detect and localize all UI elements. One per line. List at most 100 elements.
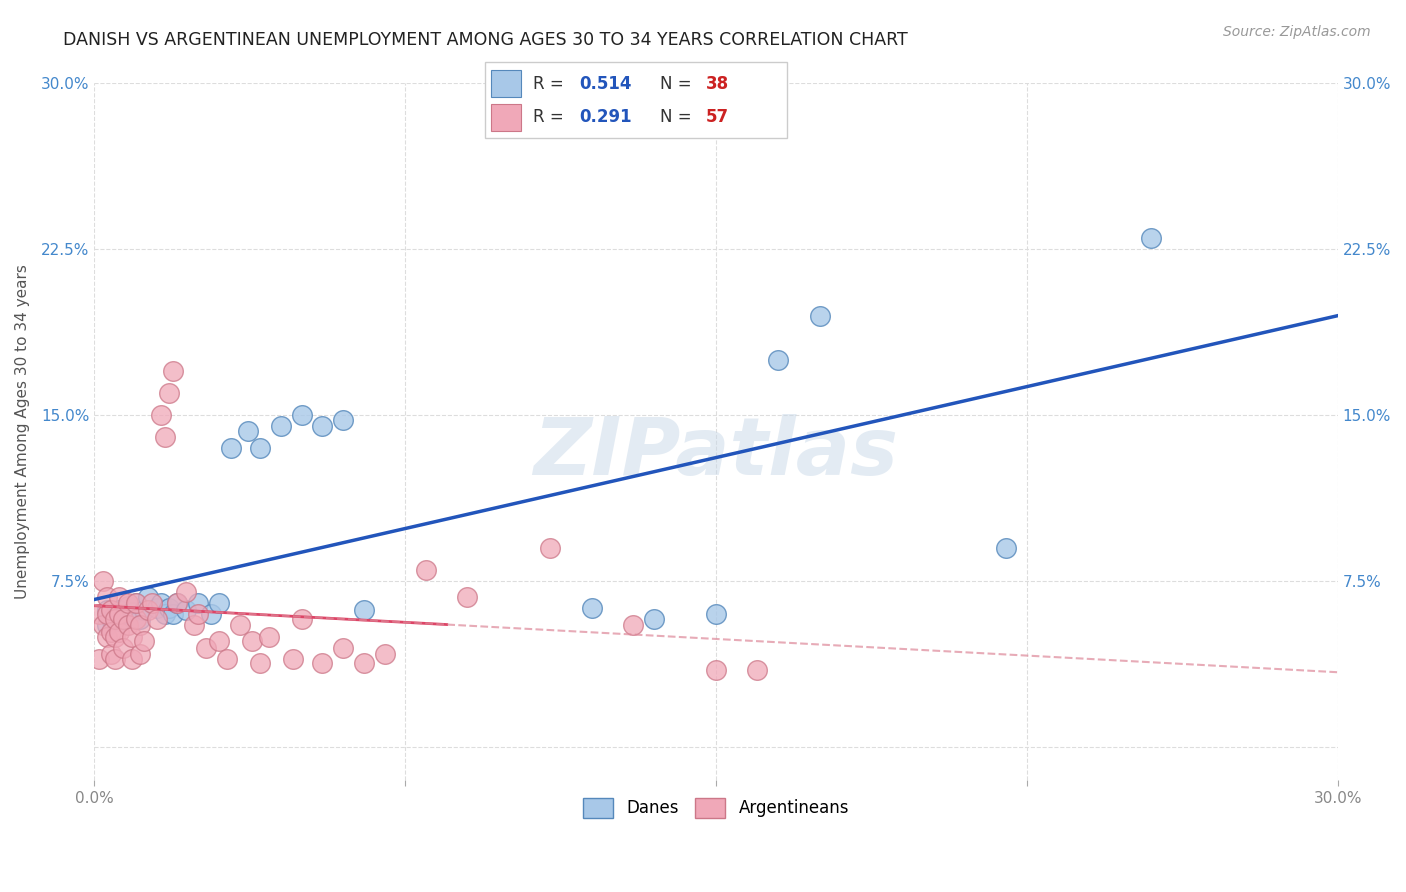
Point (112, 640, 135, 655)
Legend: Danes, Argentineans: Danes, Argentineans (576, 791, 856, 824)
Point (134, 603, 156, 617)
Point (125, 596, 148, 610)
Point (219, 442, 242, 456)
Point (104, 630, 127, 644)
Point (145, 612, 167, 626)
Point (704, 663, 727, 677)
Point (174, 585, 197, 599)
Point (108, 603, 131, 617)
Point (117, 599, 139, 613)
Text: R =: R = (533, 75, 569, 93)
Point (353, 656, 375, 670)
Point (96, 590, 118, 604)
Point (456, 590, 478, 604)
Point (208, 634, 231, 648)
Point (766, 353, 789, 368)
Point (157, 600, 180, 615)
Text: N =: N = (661, 108, 697, 126)
Point (187, 596, 209, 610)
Point (166, 596, 188, 610)
Point (138, 590, 160, 604)
FancyBboxPatch shape (485, 62, 787, 138)
Text: 0.514: 0.514 (579, 75, 631, 93)
Bar (491, 70, 522, 96)
Point (808, 309, 831, 323)
Point (125, 596, 148, 610)
Point (129, 647, 152, 661)
Y-axis label: Unemployment Among Ages 30 to 34 years: Unemployment Among Ages 30 to 34 years (15, 264, 30, 599)
Point (117, 596, 139, 610)
Point (621, 618, 644, 632)
Point (291, 409, 314, 423)
Point (187, 607, 209, 622)
Point (100, 647, 122, 661)
Point (183, 618, 205, 632)
Point (96, 603, 118, 617)
Point (240, 634, 263, 648)
Point (153, 607, 176, 622)
Point (704, 607, 727, 622)
Point (270, 419, 292, 434)
Point (217, 651, 239, 665)
Point (332, 640, 354, 655)
Point (228, 618, 250, 632)
Point (311, 656, 333, 670)
Point (108, 614, 131, 628)
Text: 38: 38 (706, 75, 728, 93)
Point (125, 612, 148, 626)
Point (87, 651, 110, 665)
Point (121, 630, 143, 644)
Bar (491, 104, 522, 130)
Point (162, 364, 184, 378)
Point (538, 541, 561, 555)
Text: ZIPatlas: ZIPatlas (533, 414, 898, 491)
Point (291, 612, 314, 626)
Point (200, 607, 222, 622)
Point (162, 607, 184, 622)
Text: DANISH VS ARGENTINEAN UNEMPLOYMENT AMONG AGES 30 TO 34 YEARS CORRELATION CHART: DANISH VS ARGENTINEAN UNEMPLOYMENT AMONG… (63, 31, 908, 49)
Text: R =: R = (533, 108, 569, 126)
Point (91, 574, 114, 589)
Text: Source: ZipAtlas.com: Source: ZipAtlas.com (1223, 25, 1371, 39)
Point (353, 603, 375, 617)
Point (104, 651, 127, 665)
Point (108, 625, 131, 640)
Point (332, 413, 354, 427)
Point (174, 603, 197, 617)
Point (129, 618, 152, 632)
Point (134, 634, 156, 648)
Point (100, 612, 122, 626)
Text: N =: N = (661, 75, 697, 93)
Point (117, 618, 139, 632)
Point (236, 424, 259, 438)
Point (643, 612, 665, 626)
Point (157, 386, 180, 401)
Point (96, 607, 118, 622)
Point (108, 590, 131, 604)
Text: 0.291: 0.291 (579, 108, 631, 126)
Point (311, 419, 333, 434)
Point (145, 600, 167, 615)
Point (581, 600, 603, 615)
Point (87, 607, 110, 622)
Point (112, 612, 135, 626)
Point (747, 663, 769, 677)
Point (104, 607, 127, 622)
Point (249, 656, 271, 670)
Point (104, 612, 127, 626)
Point (91, 618, 114, 632)
Point (121, 651, 143, 665)
Point (108, 607, 131, 622)
Point (149, 596, 172, 610)
Point (112, 607, 135, 622)
Point (100, 625, 122, 640)
Point (257, 630, 280, 644)
Text: 57: 57 (706, 108, 728, 126)
Point (166, 596, 188, 610)
Point (208, 596, 231, 610)
Point (995, 541, 1018, 555)
Point (415, 563, 437, 577)
Point (121, 605, 143, 619)
Point (129, 612, 152, 626)
Point (195, 640, 218, 655)
